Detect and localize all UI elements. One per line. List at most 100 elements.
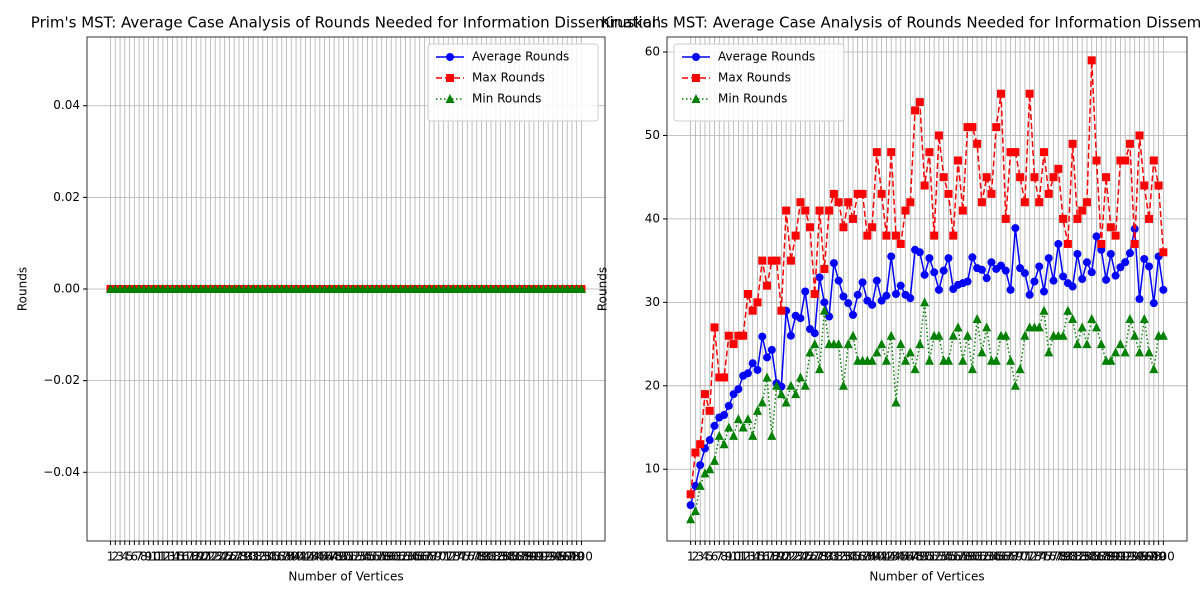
point <box>1001 330 1011 340</box>
point <box>690 505 700 515</box>
point <box>1006 355 1016 365</box>
x-tick-label: 27 <box>227 550 242 564</box>
legend-label: Max Rounds <box>718 71 791 85</box>
point <box>801 287 810 296</box>
point <box>810 329 819 338</box>
x-tick-label: 12 <box>155 550 170 564</box>
x-tick-label: 56 <box>946 550 961 564</box>
point <box>772 256 781 265</box>
point <box>915 339 925 349</box>
point <box>882 291 891 300</box>
x-tick-label: 23 <box>788 550 803 564</box>
point <box>891 397 901 407</box>
point <box>1149 156 1158 165</box>
point <box>777 306 786 315</box>
point <box>891 231 900 240</box>
point <box>829 189 838 198</box>
chart-title: Kruskal's MST: Average Case Analysis of … <box>601 14 1200 32</box>
y-tick-label: 10 <box>645 462 660 476</box>
y-tick-label: 0.00 <box>53 282 80 296</box>
point <box>920 270 929 279</box>
x-tick-label: 22 <box>203 550 218 564</box>
point <box>748 306 757 315</box>
point <box>977 265 986 274</box>
x-tick-label: 39 <box>284 550 299 564</box>
point <box>882 231 891 240</box>
x-tick-label: 9 <box>145 550 153 564</box>
point <box>1111 271 1120 280</box>
point <box>1135 295 1144 304</box>
point <box>1011 224 1020 233</box>
point <box>868 223 877 232</box>
x-tick-label: 58 <box>374 550 389 564</box>
x-tick-label: 36 <box>850 550 865 564</box>
point <box>805 347 815 357</box>
x-tick-label: 79 <box>1055 550 1070 564</box>
point <box>695 480 705 490</box>
point <box>877 339 887 349</box>
point <box>1145 262 1154 271</box>
x-tick-label: 14 <box>165 550 180 564</box>
point <box>1020 330 1030 340</box>
x-tick-label: 76 <box>460 550 475 564</box>
point <box>973 139 982 148</box>
x-tick-label: 45 <box>893 550 908 564</box>
x-tick-label: 6 <box>711 550 719 564</box>
point <box>691 94 701 103</box>
point <box>1116 263 1125 272</box>
point <box>796 198 805 207</box>
point <box>800 380 810 390</box>
point <box>1082 198 1091 207</box>
x-tick-label: 33 <box>255 550 270 564</box>
point <box>767 345 776 354</box>
x-tick-label: 71 <box>436 550 451 564</box>
x-tick-label: 87 <box>1094 550 1109 564</box>
x-tick-label: 72 <box>1022 550 1037 564</box>
point <box>700 390 709 399</box>
y-tick-label: 60 <box>645 45 660 59</box>
legend-label: Min Rounds <box>718 92 787 106</box>
x-tick-label: 50 <box>336 550 351 564</box>
chart-title: Prim's MST: Average Case Analysis of Rou… <box>31 14 661 32</box>
x-tick-label: 31 <box>246 550 261 564</box>
point <box>763 353 772 362</box>
point <box>934 131 943 140</box>
x-tick-label: 1 <box>687 550 695 564</box>
x-tick-label: 57 <box>950 550 965 564</box>
point <box>710 421 719 430</box>
x-tick-label: 15 <box>169 550 184 564</box>
x-tick-label: 63 <box>398 550 413 564</box>
x-tick-label: 95 <box>1132 550 1147 564</box>
point <box>944 254 953 263</box>
x-tick-label: 73 <box>1027 550 1042 564</box>
point <box>968 253 977 262</box>
x-tick-label: 54 <box>355 550 370 564</box>
x-tick-label: 55 <box>941 550 956 564</box>
point <box>839 223 848 232</box>
x-tick-label: 60 <box>965 550 980 564</box>
point <box>1039 287 1048 296</box>
x-tick-label: 99 <box>569 550 584 564</box>
x-tick-label: 83 <box>493 550 508 564</box>
x-tick-label: 48 <box>907 550 922 564</box>
x-tick-label: 26 <box>222 550 237 564</box>
point <box>724 331 733 340</box>
point <box>901 206 910 215</box>
x-tick-label: 6 <box>131 550 139 564</box>
x-tick-label: 69 <box>426 550 441 564</box>
x-tick-label: 47 <box>322 550 337 564</box>
x-tick-label: 8 <box>140 550 148 564</box>
point <box>839 292 848 301</box>
x-tick-label: 20 <box>774 550 789 564</box>
point <box>757 397 767 407</box>
point <box>1030 173 1039 182</box>
point <box>719 439 729 449</box>
point <box>1144 347 1154 357</box>
point <box>748 430 758 440</box>
y-tick-label: 0.04 <box>53 98 80 112</box>
x-tick-label: 28 <box>812 550 827 564</box>
point <box>1106 249 1115 258</box>
point <box>738 422 748 432</box>
x-tick-label: 43 <box>884 550 899 564</box>
x-tick-label: 11 <box>731 550 746 564</box>
